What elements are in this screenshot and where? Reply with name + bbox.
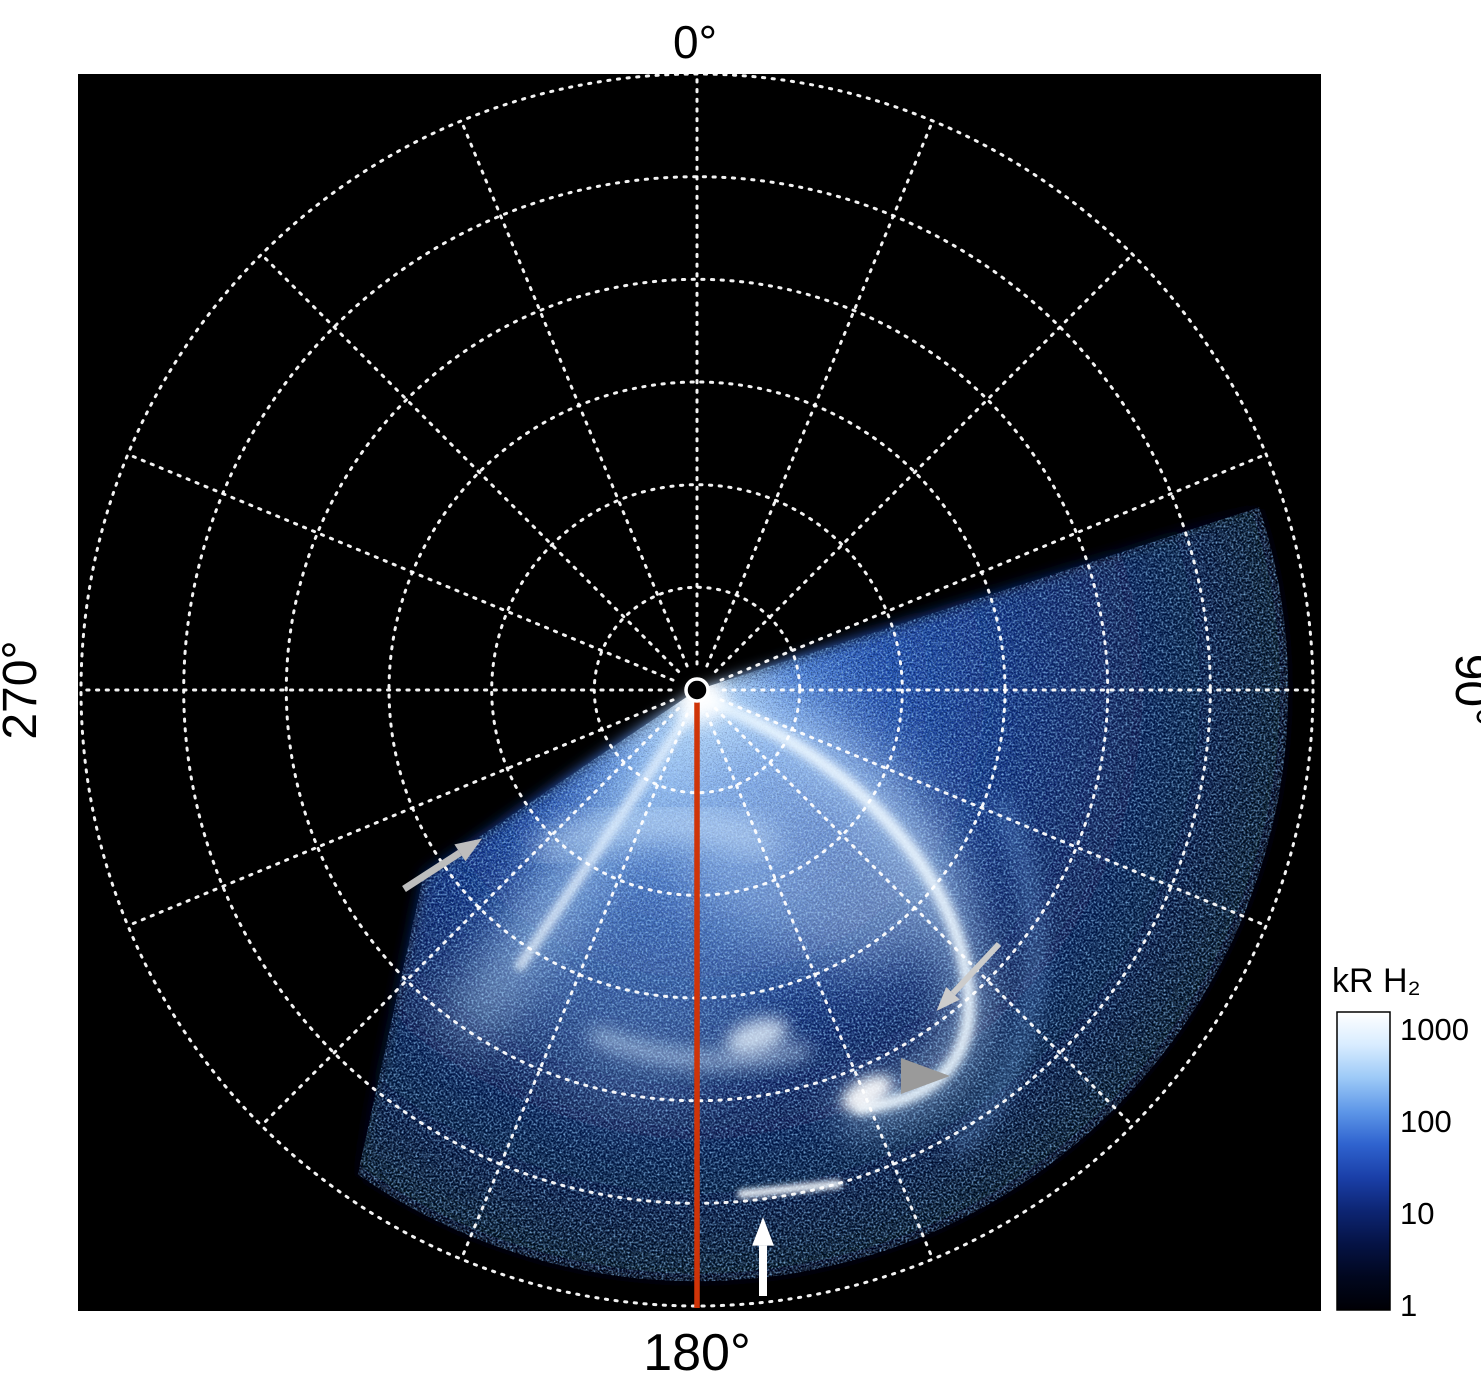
grid-spoke [719, 452, 1268, 682]
pole-marker [684, 677, 710, 703]
grid-ring [79, 72, 1315, 1308]
aurora-glow-feature [726, 1017, 788, 1055]
aurora-arc-feature [737, 1179, 843, 1199]
annotation-arrows [402, 838, 1002, 1296]
pole-circle [684, 677, 710, 703]
aurora-glow-feature [842, 1075, 892, 1111]
grid-spoke [126, 698, 675, 928]
grid-spoke [259, 252, 681, 674]
colorbar-tick-10: 10 [1400, 1196, 1434, 1231]
grid-spoke [713, 252, 1135, 674]
arrow-equatorward-feature-head [752, 1217, 774, 1246]
arrow-flank-upper-left-head [454, 838, 483, 862]
arrow-main-oval-right-shaft [950, 941, 1002, 996]
angle-label-bottom: 180° [643, 1324, 751, 1382]
angle-label-right: 90° [1445, 654, 1481, 727]
angle-label-left: 270° [0, 640, 47, 739]
grid-spoke [705, 712, 935, 1261]
grid-ring [284, 277, 1110, 1103]
colorbar-bar [1336, 1011, 1391, 1311]
grid-spoke [705, 119, 935, 668]
colorbar-tick-1: 1 [1400, 1288, 1417, 1323]
arrow-main-oval-right-head [936, 987, 960, 1011]
grid-spoke [459, 119, 689, 668]
grid-spoke [719, 698, 1268, 928]
colorbar-title: kR H₂ [1332, 962, 1421, 1000]
grid-spoke [713, 706, 1135, 1128]
arrowhead-secondary-oval [901, 1058, 950, 1094]
colorbar: kR H₂ 1000 100 10 1 [1332, 962, 1469, 1323]
aurora-arc-feature [951, 799, 1043, 1155]
colorbar-tick-100: 100 [1400, 1104, 1452, 1139]
aurora-arc-feature [532, 811, 775, 859]
angle-labels: 0° 180° 270° 90° [0, 16, 1481, 1382]
aurora-arc-feature [699, 693, 976, 1115]
colorbar-tick-1000: 1000 [1400, 1012, 1469, 1047]
grid-spoke [459, 712, 689, 1261]
grid-spoke [259, 706, 681, 1128]
grid-spoke [126, 452, 675, 682]
arrow-flank-upper-left-shaft [402, 849, 462, 892]
angle-label-top: 0° [673, 16, 717, 68]
